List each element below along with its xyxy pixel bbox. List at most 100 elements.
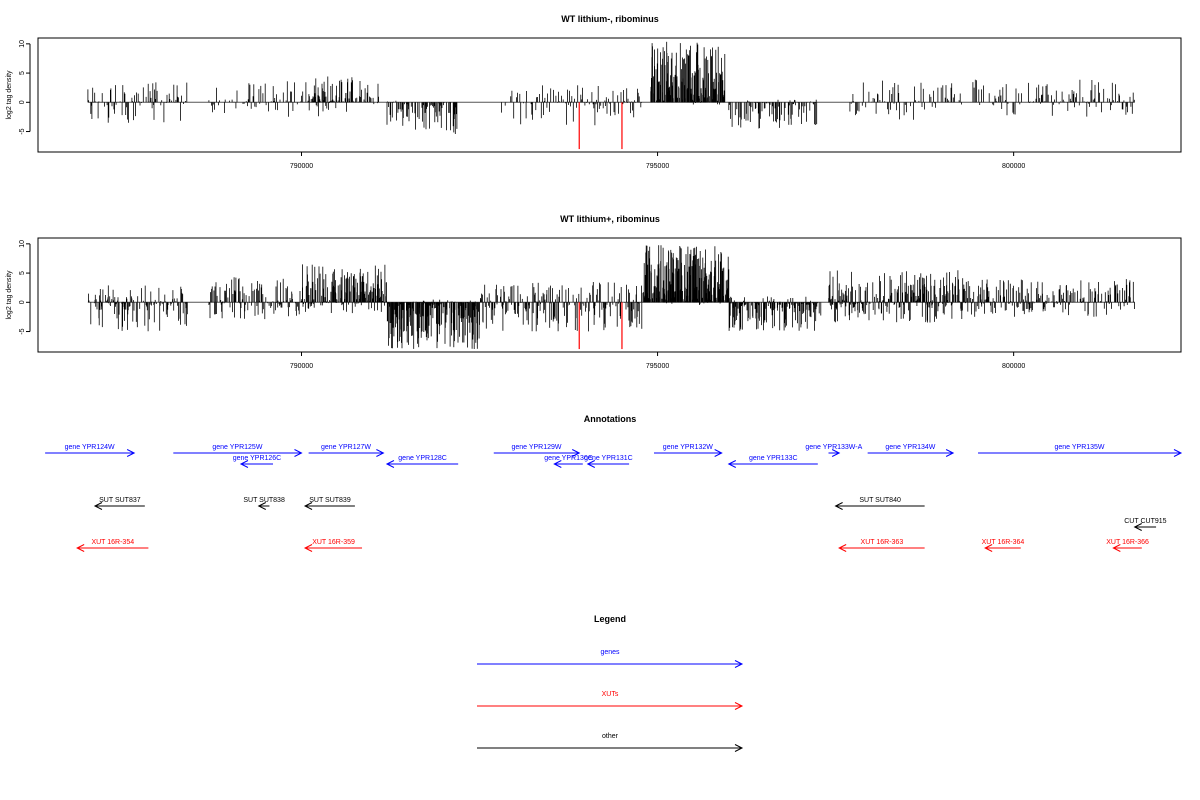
arrow-head-icon: [984, 544, 993, 552]
x-axis: 790000 795000 800000: [290, 152, 1025, 170]
feature-label: gene YPR129W: [511, 444, 561, 451]
y-axis: -5 0 5 10: [19, 240, 31, 335]
feature-label: XUT 16R-366: [1106, 539, 1149, 546]
feature-label: XUT 16R-364: [982, 539, 1025, 546]
feature-label: SUT SUT838: [243, 497, 285, 504]
feature-xut-16r-354: XUT 16R-354: [76, 539, 149, 552]
signal-bars: [87, 245, 1135, 350]
feature-xut-16r-359: XUT 16R-359: [303, 539, 363, 552]
y-tick-label: 0: [19, 100, 26, 104]
feature-label: gene YPR127W: [321, 444, 371, 451]
y-tick-label: 5: [19, 271, 26, 275]
feature-label: gene YPR128C: [398, 455, 447, 462]
x-tick-label: 790000: [290, 163, 313, 170]
y-tick-label: 10: [19, 40, 26, 48]
legend-item-gene: genes: [477, 649, 744, 668]
annotations-title: Annotations: [584, 414, 637, 424]
feature-label: CUT CUT915: [1124, 518, 1166, 525]
arrow-head-icon: [303, 544, 313, 552]
feature-arrows: gene YPR124W gene YPR125W gene YPR126C gene…: [45, 444, 1183, 552]
feature-xut-16r-366: XUT 16R-366: [1106, 539, 1149, 552]
legend-items: genes XUTs other: [477, 649, 744, 752]
feature-gene-ypr131c: gene YPR131C: [584, 455, 633, 468]
feature-sut-sut840: SUT SUT840: [834, 497, 925, 510]
arrow-head-icon: [93, 502, 103, 510]
feature-gene-ypr133c: gene YPR133C: [727, 455, 818, 468]
arrow-head-icon: [376, 449, 385, 457]
arrow-head-icon: [553, 460, 562, 468]
feature-gene-ypr125w: gene YPR125W: [173, 444, 303, 457]
feature-label: gene YPR133W-A: [805, 444, 862, 451]
feature-gene-ypr130c: gene YPR130C: [544, 455, 593, 468]
arrow-head-icon: [831, 449, 841, 457]
feature-xut-16r-364: XUT 16R-364: [982, 539, 1025, 552]
feature-sut-sut838: SUT SUT838: [243, 497, 285, 510]
x-tick-label: 795000: [646, 163, 669, 170]
plot-frame: [37, 237, 1182, 353]
legend-item-other: other: [477, 733, 744, 752]
x-tick-label: 795000: [646, 363, 669, 370]
y-axis-label: log2 tag density: [6, 70, 13, 120]
feature-label: XUT 16R-363: [861, 539, 904, 546]
feature-label: gene YPR130C: [544, 455, 593, 462]
signal-bars: [87, 41, 1135, 150]
feature-gene-ypr128c: gene YPR128C: [385, 455, 459, 468]
track-title: WT lithium-, ribominus: [561, 14, 659, 24]
arrow-head-icon: [734, 744, 744, 752]
feature-label: XUT 16R-354: [91, 539, 134, 546]
feature-sut-sut839: SUT SUT839: [303, 497, 355, 510]
x-tick-label: 790000: [290, 363, 313, 370]
annotations-panel: Annotations gene YPR124W gene YPR125Wgene…: [45, 414, 1183, 552]
feature-gene-ypr124w: gene YPR124W: [45, 444, 136, 457]
feature-label: gene YPR124W: [65, 444, 115, 451]
arrow-head-icon: [734, 702, 744, 710]
feature-label: gene YPR134W: [885, 444, 935, 451]
feature-sut-sut837: SUT SUT837: [93, 497, 145, 510]
track-panel-lithium-plus: WT lithium+, ribominus log2 tag density …: [6, 214, 1182, 370]
feature-cut-cut915: CUT CUT915: [1124, 518, 1167, 531]
feature-gene-ypr134w: gene YPR134W: [867, 444, 955, 457]
feature-label: gene YPR132W: [663, 444, 713, 451]
x-axis: 790000 795000 800000: [290, 352, 1025, 370]
feature-gene-ypr126c: gene YPR126C: [233, 455, 281, 468]
feature-label: gene YPR125W: [212, 444, 262, 451]
feature-label: gene YPR135W: [1054, 444, 1104, 451]
y-axis-label: log2 tag density: [6, 270, 13, 320]
y-axis: -5 0 5 10: [19, 40, 31, 135]
plot-frame: [37, 37, 1182, 153]
arrow-head-icon: [1112, 544, 1121, 552]
legend-label: genes: [600, 649, 620, 656]
feature-label: gene YPR131C: [584, 455, 633, 462]
feature-label: SUT SUT839: [309, 497, 351, 504]
arrow-head-icon: [76, 544, 85, 552]
arrow-head-icon: [294, 449, 303, 457]
arrow-head-icon: [727, 460, 737, 468]
legend-label: other: [602, 733, 619, 740]
feature-label: SUT SUT837: [99, 497, 141, 504]
legend-title: Legend: [594, 614, 626, 624]
feature-gene-ypr135w: gene YPR135W: [978, 444, 1183, 457]
feature-label: SUT SUT840: [859, 497, 901, 504]
arrow-head-icon: [572, 449, 581, 457]
legend-label: XUTs: [602, 691, 619, 698]
legend-item-xut: XUTs: [477, 691, 744, 710]
y-tick-label: 0: [19, 300, 26, 304]
arrow-head-icon: [834, 502, 843, 510]
x-tick-label: 800000: [1002, 363, 1025, 370]
arrow-head-icon: [714, 449, 723, 457]
feature-gene-ypr132w: gene YPR132W: [654, 444, 723, 457]
arrow-head-icon: [257, 502, 266, 510]
feature-label: XUT 16R-359: [312, 539, 355, 546]
feature-gene-ypr129w: gene YPR129W: [493, 444, 581, 457]
arrow-head-icon: [239, 460, 249, 468]
arrow-head-icon: [586, 460, 596, 468]
arrow-head-icon: [838, 544, 847, 552]
arrow-head-icon: [126, 449, 136, 457]
y-tick-label: -5: [19, 328, 26, 334]
feature-xut-16r-363: XUT 16R-363: [838, 539, 925, 552]
x-tick-label: 800000: [1002, 163, 1025, 170]
arrow-head-icon: [1173, 449, 1183, 457]
arrow-head-icon: [385, 460, 395, 468]
y-tick-label: 5: [19, 71, 26, 75]
